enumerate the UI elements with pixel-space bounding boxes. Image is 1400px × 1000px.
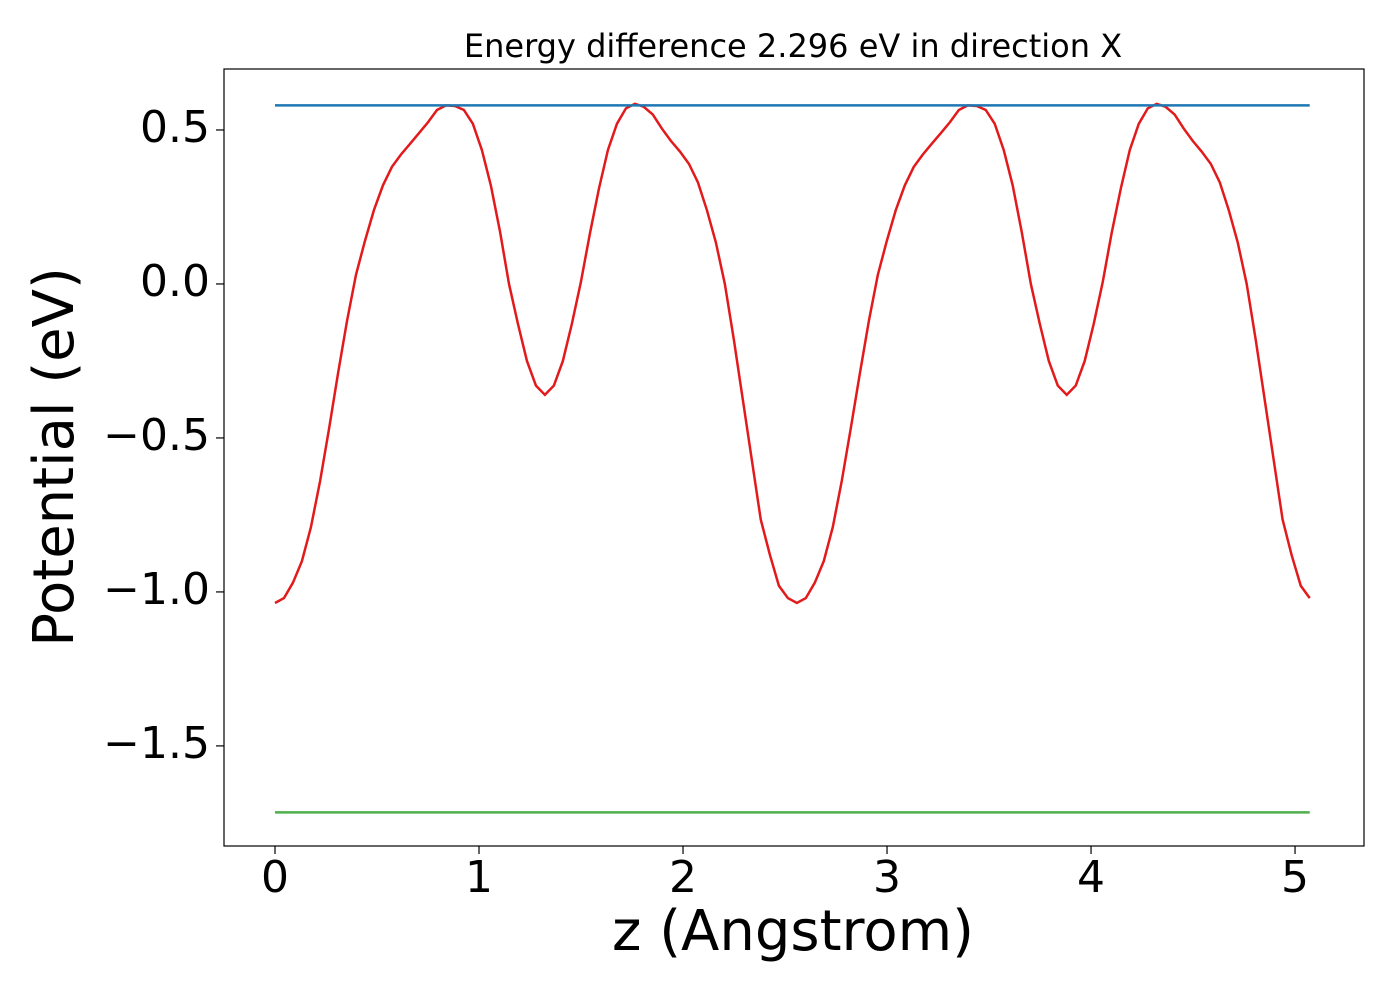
x-tick-label: 5	[1281, 852, 1309, 903]
plot-frame	[223, 68, 1365, 847]
y-tick-label: −1.5	[103, 718, 210, 769]
x-tick-label: 0	[261, 852, 289, 903]
x-tick-label: 3	[873, 852, 901, 903]
y-tick-label: −1.0	[103, 564, 210, 615]
y-tick-label: 0.5	[140, 102, 210, 153]
y-axis-label: Potential (eV)	[22, 267, 87, 647]
x-axis-label: z (Angstrom)	[612, 899, 974, 964]
chart-title: Energy difference 2.296 eV in direction …	[464, 27, 1122, 65]
y-tick-label: −0.5	[103, 410, 210, 461]
x-tick-label: 2	[669, 852, 697, 903]
y-tick-label: 0.0	[140, 256, 210, 307]
x-tick-label: 4	[1077, 852, 1105, 903]
x-tick-label: 1	[465, 852, 493, 903]
